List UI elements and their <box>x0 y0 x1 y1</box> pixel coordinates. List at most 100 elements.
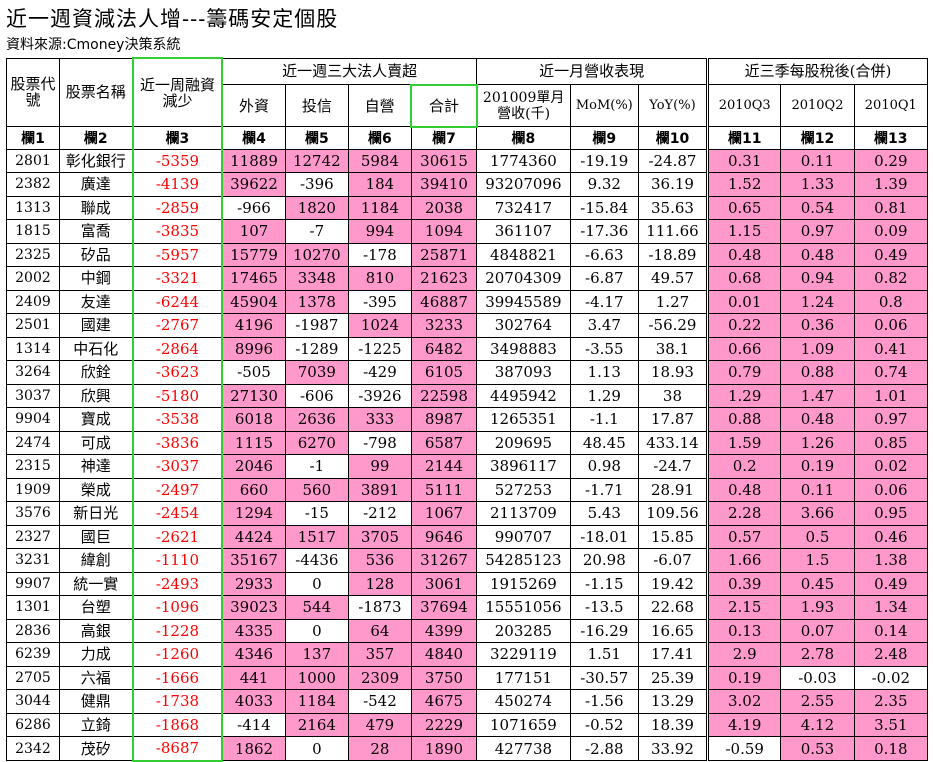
table-cell: 1024 <box>347 313 412 338</box>
table-cell: -4.17 <box>569 289 639 314</box>
table-cell: -1 <box>284 454 349 479</box>
table-cell: 1.29 <box>569 383 639 408</box>
data-source: 資料來源:Cmoney決策系統 <box>6 37 181 53</box>
table-cell: 209695 <box>476 430 571 455</box>
table-cell: 0.11 <box>780 477 855 502</box>
table-cell: 1890 <box>410 736 478 761</box>
table-cell: 0.01 <box>706 289 782 314</box>
table-cell: 0.65 <box>706 195 782 220</box>
table-cell: -0.03 <box>780 665 855 690</box>
table-cell: 6286 <box>6 712 60 737</box>
table-cell: -4436 <box>284 548 349 573</box>
table-cell: 4424 <box>221 524 286 549</box>
table-row: 1301 台塑 -1096 39023 544 -1873 37694 15551056 -13… <box>6 595 929 620</box>
header-margin-decrease: 近一周融資減少 <box>131 57 224 127</box>
table-cell: 1.93 <box>780 595 855 620</box>
table-cell: 1.51 <box>569 642 639 667</box>
table-cell: 中石化 <box>58 336 134 361</box>
table-row: 2501 國建 -2767 4196 -1987 1024 3233 302764 3.47 -5… <box>6 313 929 338</box>
table-cell: -8687 <box>131 736 224 762</box>
table-cell: 1294 <box>221 501 286 526</box>
table-cell: 2038 <box>410 195 478 220</box>
table-cell: 統一實 <box>58 571 134 596</box>
table-cell: 6482 <box>410 336 478 361</box>
header-2010q2: 2010Q2 <box>780 84 855 127</box>
table-cell: 357 <box>347 642 412 667</box>
table-cell: 力成 <box>58 642 134 667</box>
table-cell: -396 <box>284 172 349 197</box>
table-cell: -1225 <box>347 336 412 361</box>
table-cell: 17465 <box>221 266 286 291</box>
table-cell: 9646 <box>410 524 478 549</box>
header-revenue: 201009單月營收(千) <box>476 84 571 127</box>
field-index-cell: 欄8 <box>476 126 571 150</box>
table-cell: 2705 <box>6 665 60 690</box>
table-cell: 732417 <box>476 195 571 220</box>
table-cell: 21623 <box>410 266 478 291</box>
table-cell: 1184 <box>347 195 412 220</box>
table-cell: 660 <box>221 477 286 502</box>
table-cell: 4840 <box>410 642 478 667</box>
table-cell: 18.93 <box>637 360 709 385</box>
table-cell: 10270 <box>284 242 349 267</box>
table-cell: 0.95 <box>853 501 929 526</box>
table-cell: 2836 <box>6 618 60 643</box>
table-cell: -30.57 <box>569 665 639 690</box>
table-cell: 0.8 <box>853 289 929 314</box>
table-cell: 3348 <box>284 266 349 291</box>
table-cell: 0.97 <box>780 219 855 244</box>
table-cell: -1110 <box>131 548 224 573</box>
header-group-eps: 近三季每股稅後(合併) <box>706 57 928 85</box>
table-cell: 0.88 <box>706 407 782 432</box>
field-index-cell: 欄2 <box>58 126 134 150</box>
table-cell: 0.48 <box>780 407 855 432</box>
table-cell: 0.48 <box>706 477 782 502</box>
table-cell: 361107 <box>476 219 571 244</box>
table-cell: 0.19 <box>780 454 855 479</box>
table-cell: -5180 <box>131 383 224 408</box>
table-cell: 99 <box>347 454 412 479</box>
table-cell: 2315 <box>6 454 60 479</box>
table-cell: -19.19 <box>569 148 639 173</box>
table-cell: 1265351 <box>476 407 571 432</box>
table-cell: 0.48 <box>706 242 782 267</box>
table-cell: 0.22 <box>706 313 782 338</box>
table-cell: 527253 <box>476 477 571 502</box>
table-cell: 3229119 <box>476 642 571 667</box>
table-cell: 18.39 <box>637 712 709 737</box>
table-cell: -6.87 <box>569 266 639 291</box>
table-cell: 38.1 <box>637 336 709 361</box>
table-cell: 1.27 <box>637 289 709 314</box>
table-cell: 450274 <box>476 689 571 714</box>
table-cell: 1115 <box>221 430 286 455</box>
header-yoy: YoY(%) <box>637 84 709 127</box>
field-index-cell: 欄11 <box>706 126 782 150</box>
table-cell: 1815 <box>6 219 60 244</box>
table-cell: 3061 <box>410 571 478 596</box>
table-cell: 4346 <box>221 642 286 667</box>
table-cell: 茂矽 <box>58 736 134 761</box>
table-row: 6239 力成 -1260 4346 137 357 4840 3229119 1.51 17.4… <box>6 642 929 667</box>
table-cell: -2497 <box>131 477 224 502</box>
table-cell: 25871 <box>410 242 478 267</box>
table-cell: 2309 <box>347 665 412 690</box>
table-cell: -5359 <box>131 148 224 173</box>
table-cell: 3891 <box>347 477 412 502</box>
table-cell: 387093 <box>476 360 571 385</box>
table-cell: -4139 <box>131 172 224 197</box>
table-cell: 1909 <box>6 477 60 502</box>
table-cell: -1.56 <box>569 689 639 714</box>
table-cell: -2.88 <box>569 736 639 761</box>
table-cell: 544 <box>284 595 349 620</box>
table-cell: 國巨 <box>58 524 134 549</box>
table-cell: -24.87 <box>637 148 709 173</box>
table-cell: -2767 <box>131 313 224 338</box>
table-cell: 廣達 <box>58 172 134 197</box>
table-row: 2325 矽品 -5957 15779 10270 -178 25871 4848821 -6.… <box>6 242 929 267</box>
table-cell: 1.24 <box>780 289 855 314</box>
table-cell: 2409 <box>6 289 60 314</box>
table-cell: 1067 <box>410 501 478 526</box>
table-cell: 27130 <box>221 383 286 408</box>
table-cell: 39410 <box>410 172 478 197</box>
table-cell: 93207096 <box>476 172 571 197</box>
